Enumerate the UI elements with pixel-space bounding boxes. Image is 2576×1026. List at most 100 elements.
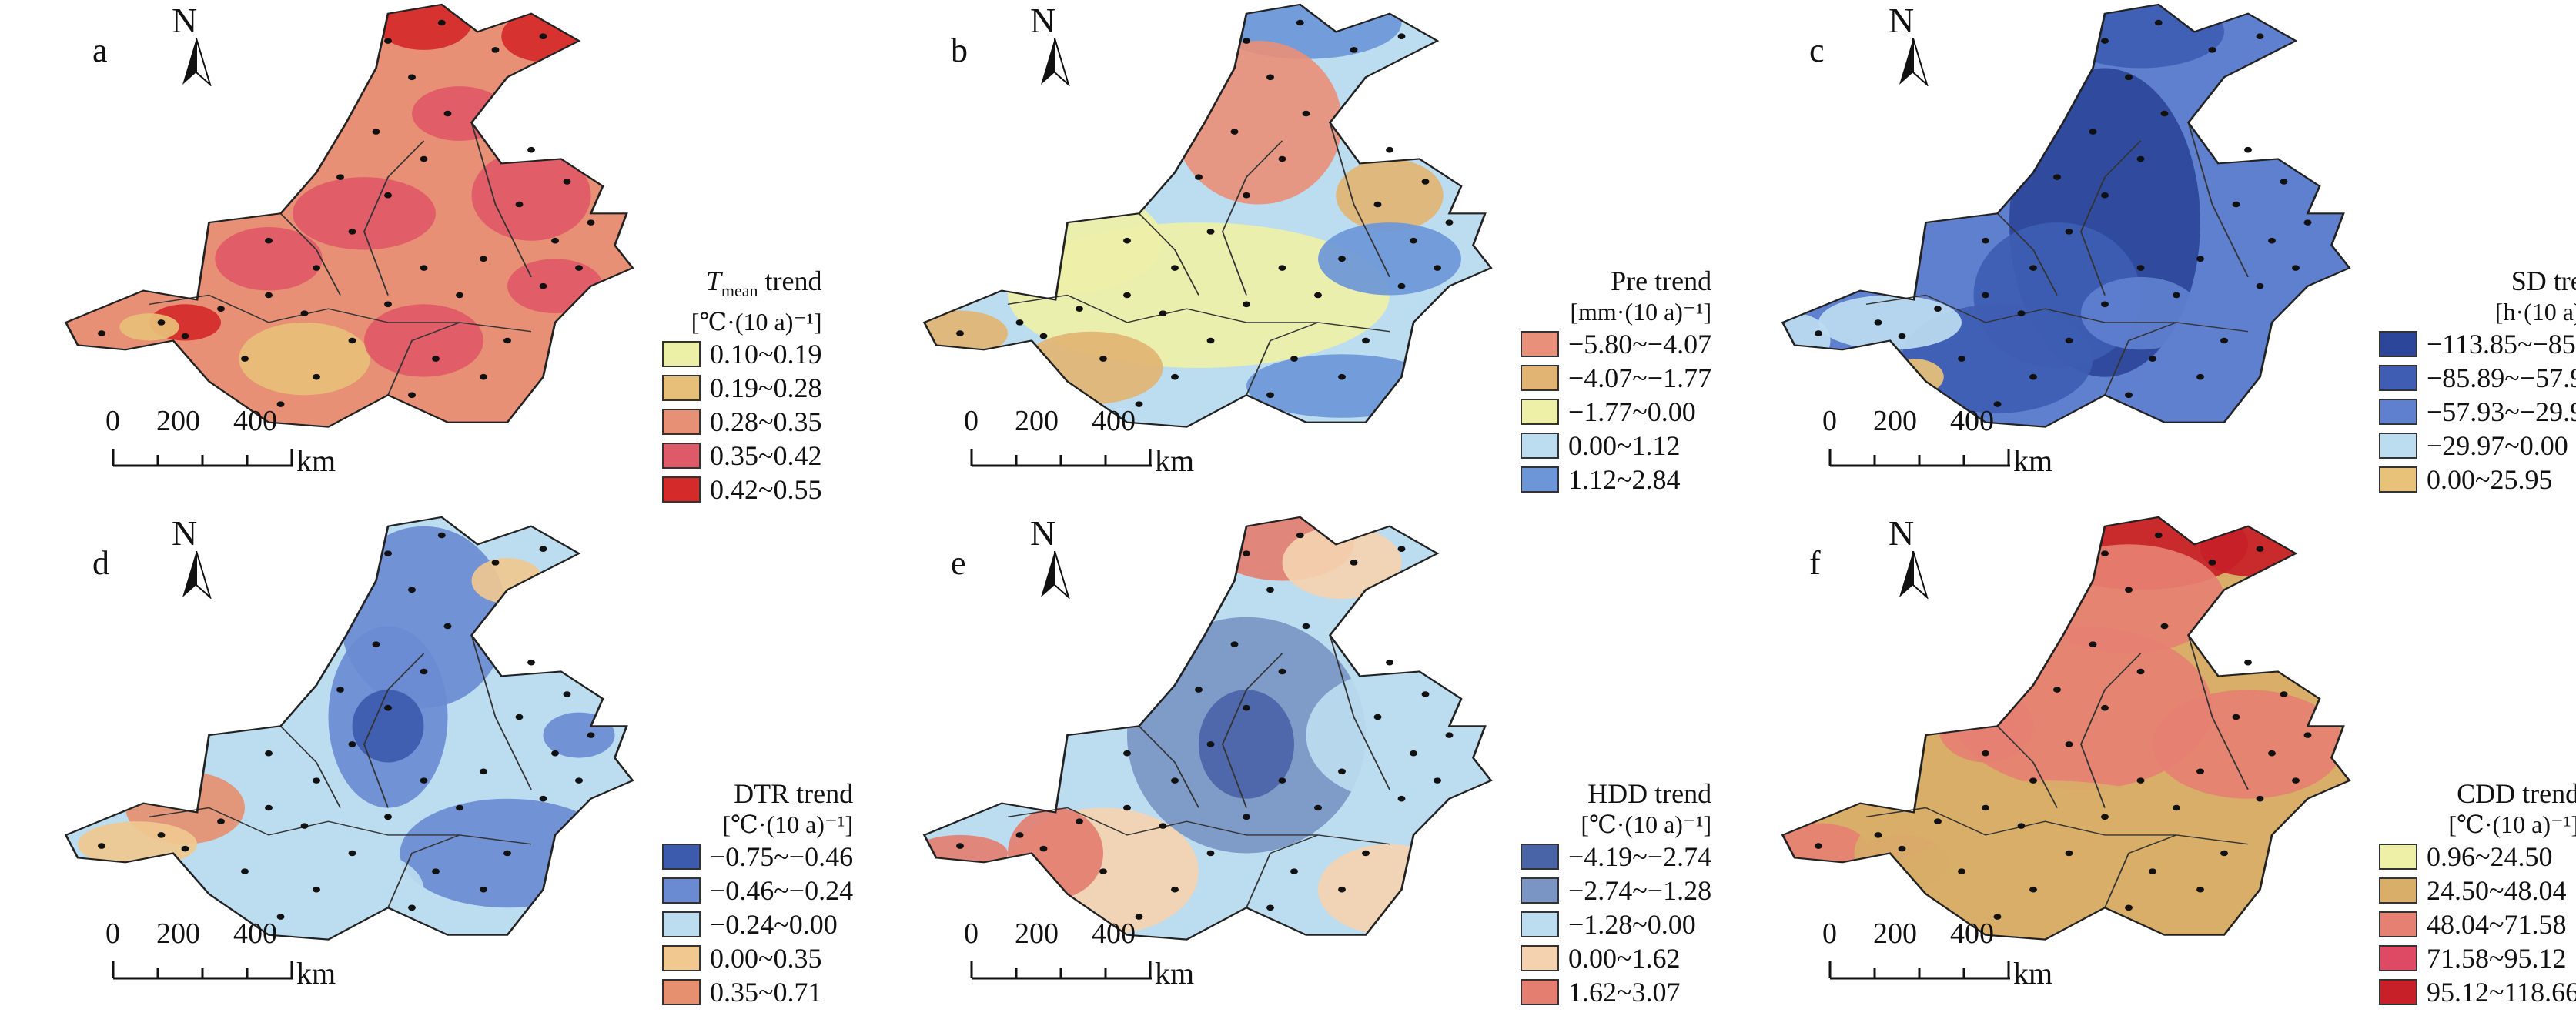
province-border — [2080, 653, 2142, 808]
station-marker — [2017, 310, 2026, 316]
province-border — [1246, 834, 1319, 908]
trend-zone — [2153, 690, 2343, 799]
station-marker — [587, 219, 595, 226]
legend-swatch — [1521, 331, 1559, 357]
province-border — [2104, 834, 2177, 908]
trend-zone — [119, 313, 179, 341]
station-marker — [2125, 392, 2133, 399]
north-label: N — [1030, 513, 1056, 553]
legend-unit: [℃·(10 a)⁻¹] — [691, 308, 822, 336]
station-marker — [1362, 850, 1370, 857]
scale-unit: km — [1155, 443, 1195, 478]
scale-tick-label: 0 — [964, 405, 979, 437]
scale-tick-label: 400 — [233, 917, 277, 950]
station-marker — [2154, 532, 2163, 539]
station-marker — [2136, 265, 2145, 271]
station-marker — [1290, 356, 1298, 362]
legend-range: −85.89~−57.93 — [2427, 363, 2576, 393]
legend-item: −85.89~−57.93 — [2379, 361, 2576, 395]
province-border — [2104, 322, 2177, 396]
legend-item: 95.12~118.66 — [2379, 975, 2576, 1009]
legend-item: −0.24~0.00 — [662, 907, 853, 941]
north-arrow-icon — [1041, 38, 1070, 86]
province-border — [1007, 294, 1068, 305]
province-border — [1138, 725, 1199, 808]
station-marker — [1195, 174, 1203, 180]
trend-zone — [1008, 807, 1103, 899]
station-marker — [2101, 704, 2109, 711]
legend-range: −0.46~−0.24 — [710, 875, 854, 906]
legend-unit: [℃·(10 a)⁻¹] — [2448, 810, 2576, 838]
legend: HDD trend [℃·(10 a)⁻¹] −4.19~−2.74 −2.74~−1… — [1521, 778, 1711, 1009]
station-marker — [276, 914, 285, 920]
station-marker — [2101, 301, 2109, 308]
station-marker — [2053, 687, 2061, 693]
station-marker — [1815, 330, 1822, 336]
station-marker — [1397, 282, 1406, 289]
scale-tick-label: 200 — [1873, 917, 1917, 950]
station-marker — [348, 337, 356, 344]
scale-bar: 0 200 400 km — [105, 404, 435, 489]
scale-unit: km — [296, 443, 336, 478]
station-marker — [563, 691, 571, 697]
legend-title: Tmean trend — [705, 266, 822, 301]
station-marker — [2065, 337, 2073, 344]
legend-item: −2.74~−1.28 — [1521, 874, 1711, 907]
north-arrow-icon — [182, 551, 212, 599]
station-marker — [1958, 356, 1965, 362]
scale-tick-label: 200 — [156, 405, 200, 437]
station-marker — [336, 174, 344, 180]
station-marker — [313, 777, 320, 784]
scale-bar: 0 200 400 km — [1822, 917, 2152, 1001]
legend-swatch — [2379, 466, 2417, 493]
trend-zone — [507, 259, 603, 314]
station-marker — [1206, 229, 1215, 235]
station-marker — [2029, 777, 2037, 784]
region-outline — [1781, 516, 2351, 941]
legend-swatch — [1521, 844, 1559, 870]
station-marker — [1171, 265, 1179, 271]
legend-range: −4.07~−1.77 — [1568, 363, 1712, 393]
legend-swatch — [662, 979, 701, 1005]
scale-unit: km — [296, 956, 336, 991]
station-marker — [1815, 843, 1822, 849]
station-marker — [98, 330, 105, 336]
station-marker — [1874, 832, 1882, 838]
station-marker — [336, 687, 344, 693]
province-border — [363, 140, 425, 296]
station-marker — [1099, 356, 1107, 362]
station-marker — [2232, 201, 2240, 208]
trend-zone — [1782, 313, 1831, 368]
station-marker — [2292, 265, 2300, 271]
station-marker — [443, 110, 452, 117]
legend-item: 0.19~0.28 — [662, 371, 821, 405]
scale-bar-line — [970, 449, 1152, 467]
station-marker — [2149, 868, 2156, 874]
station-marker — [157, 832, 166, 838]
station-marker — [539, 795, 547, 802]
scale-tick-label: 400 — [1092, 917, 1136, 950]
station-marker — [2244, 146, 2252, 153]
station-marker — [575, 265, 583, 271]
station-marker — [1171, 777, 1179, 784]
station-marker — [437, 532, 446, 539]
legend-range: 0.42~0.55 — [710, 474, 822, 506]
station-marker — [420, 668, 428, 675]
province-border — [209, 294, 532, 333]
legend-swatch — [662, 877, 701, 904]
legend: Tmean trend [℃·(10 a)⁻¹] 0.10~0.19 0.19~0.2… — [662, 266, 821, 506]
station-marker — [1278, 668, 1286, 675]
station-marker — [265, 804, 273, 811]
province-border — [1996, 212, 2058, 296]
station-marker — [1135, 914, 1143, 920]
station-marker — [1123, 237, 1131, 244]
trend-zone — [1884, 359, 1944, 396]
region-outline — [922, 516, 1493, 941]
station-marker — [432, 356, 440, 362]
north-label: N — [172, 1, 198, 40]
station-marker — [2029, 265, 2037, 271]
station-marker — [1243, 704, 1250, 711]
province-border — [149, 807, 209, 817]
scale-bar: 0 200 400 km — [105, 917, 435, 1001]
station-marker — [408, 392, 416, 399]
